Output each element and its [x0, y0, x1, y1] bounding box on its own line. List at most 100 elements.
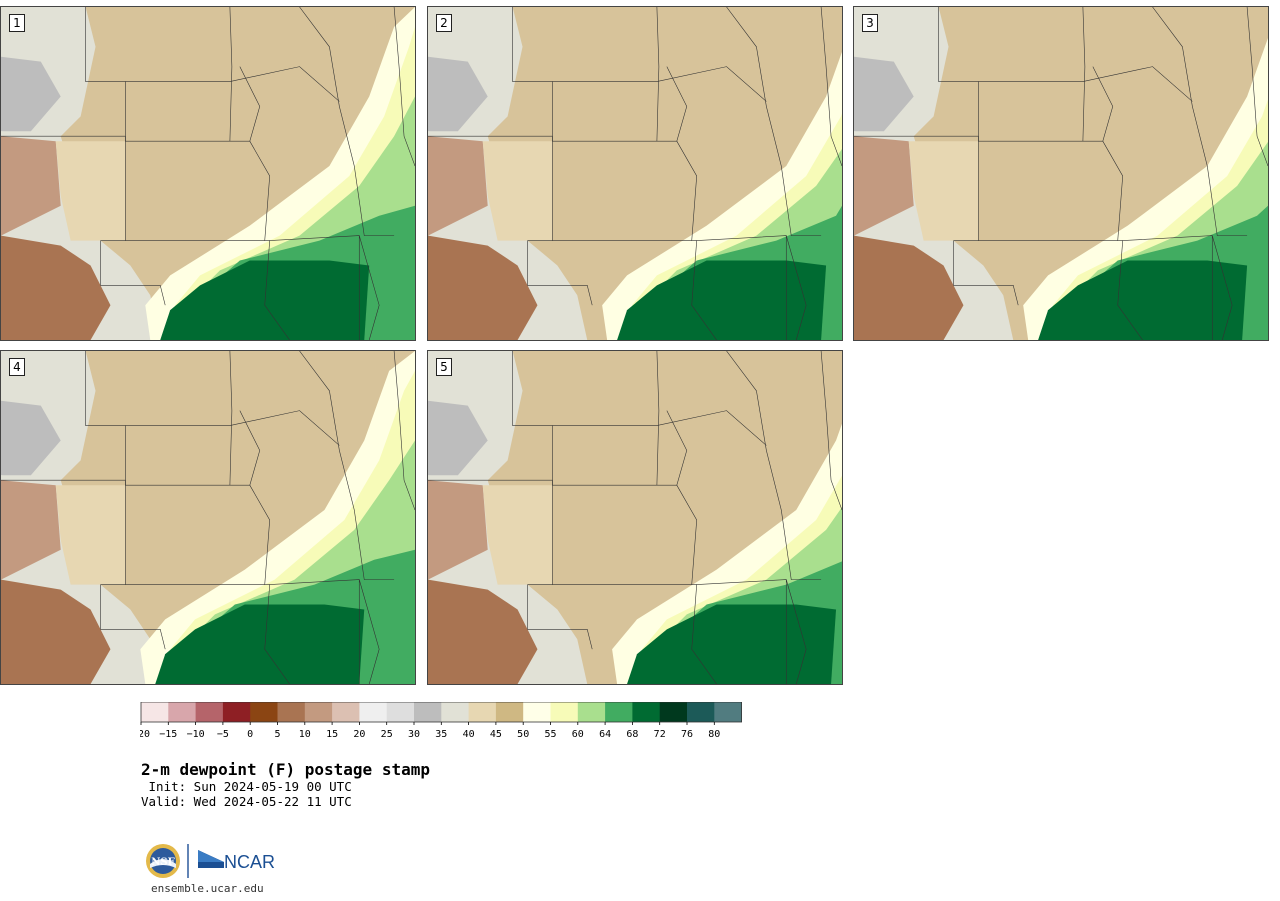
colorbar-swatch: [523, 702, 551, 722]
state-boundary: [676, 141, 698, 241]
state-boundary: [785, 579, 807, 684]
colorbar-swatch: [632, 702, 661, 722]
colorbar-swatch: [495, 702, 524, 722]
colorbar-tick-label: −20: [140, 729, 150, 740]
state-boundary: [552, 66, 767, 102]
colorbar-tick-label: 0: [247, 729, 253, 740]
init-time: Init: Sun 2024-05-19 00 UTC: [141, 779, 352, 794]
colorbar-tick-label: 45: [490, 729, 502, 740]
map-panel-3: 3: [853, 6, 1269, 341]
colorbar-swatch: [687, 702, 715, 722]
state-boundary: [299, 351, 395, 580]
state-boundary: [428, 135, 553, 241]
region-light-tan: [908, 141, 979, 241]
map-panel-1: 1: [0, 6, 416, 341]
colorbar-tick-label: 80: [708, 729, 720, 740]
state-boundary: [1246, 7, 1268, 167]
state-boundary: [1152, 7, 1248, 236]
colorbar-tick-label: 76: [681, 729, 693, 740]
state-boundary: [820, 7, 842, 167]
colorbar-swatch: [414, 702, 442, 722]
valid-time: Valid: Wed 2024-05-22 11 UTC: [141, 794, 352, 809]
colorbar-tick-label: 30: [408, 729, 420, 740]
state-boundary: [125, 584, 290, 684]
ncar-logo-text: NCAR: [224, 852, 275, 872]
colorbar-swatch: [550, 702, 579, 722]
colorbar-tick-label: 20: [353, 729, 365, 740]
colorbar-swatch: [332, 702, 360, 722]
colorbar-swatch: [468, 702, 497, 722]
colorbar-tick-label: 40: [463, 729, 475, 740]
dewpoint-map-4: [1, 351, 415, 684]
state-boundary: [229, 351, 233, 486]
state-boundary: [358, 235, 380, 340]
region-rose: [1, 136, 61, 236]
state-boundary: [1211, 235, 1233, 340]
colorbar-tick-label: 35: [435, 729, 447, 740]
state-boundary: [125, 410, 340, 446]
state-boundary: [100, 240, 166, 306]
panel-number-2: 2: [436, 14, 452, 32]
region-light-tan: [482, 141, 553, 241]
colorbar-tick-label: 55: [544, 729, 556, 740]
state-boundary: [726, 7, 822, 236]
region-light-tan: [482, 485, 553, 585]
state-boundary: [820, 351, 842, 511]
panel-number-4: 4: [9, 358, 25, 376]
region-gray: [428, 56, 488, 132]
region-rose: [428, 480, 488, 580]
colorbar-swatch: [277, 702, 306, 722]
state-boundary: [249, 141, 271, 241]
region-rose: [1, 480, 61, 580]
colorbar-swatch: [141, 702, 169, 722]
region-dark-green: [160, 260, 370, 340]
dewpoint-map-5: [428, 351, 842, 684]
state-boundary: [512, 7, 553, 142]
colorbar-swatch: [195, 702, 224, 722]
region-dark-green: [155, 604, 365, 684]
region-gray: [1, 56, 61, 132]
colorbar-swatch: [441, 702, 469, 722]
state-boundary: [249, 485, 271, 585]
state-boundary: [552, 584, 717, 684]
region-dark-green: [617, 260, 827, 340]
site-url: ensemble.ucar.edu: [151, 882, 264, 895]
state-boundary: [656, 351, 660, 486]
state-boundary: [428, 479, 553, 585]
map-panel-2: 2: [427, 6, 843, 341]
state-boundary: [726, 351, 822, 580]
region-light-tan: [55, 141, 126, 241]
state-boundary: [1, 135, 126, 241]
colorbar-tick-label: −5: [217, 729, 229, 740]
region-rose: [428, 136, 488, 236]
colorbar-tick-label: 25: [381, 729, 393, 740]
colorbar-swatch: [250, 702, 278, 722]
state-boundary: [1102, 141, 1124, 241]
caption: 2-m dewpoint (F) postage stamp Init: Sun…: [141, 761, 430, 810]
colorbar-tick-label: −15: [159, 729, 177, 740]
colorbar-swatch: [577, 702, 606, 722]
colorbar-tick-label: 60: [572, 729, 584, 740]
state-boundary: [125, 66, 340, 102]
region-dark-green: [627, 604, 837, 684]
state-boundary: [393, 351, 415, 511]
ncar-logo: NCAR: [198, 850, 275, 872]
colorbar-tick-label: 72: [654, 729, 666, 740]
logos: NSF NCAR: [146, 844, 275, 878]
nsf-logo-text: NSF: [151, 857, 174, 868]
region-dark-green: [1038, 260, 1248, 340]
state-boundary: [552, 410, 767, 446]
state-boundary: [100, 584, 166, 650]
state-boundary: [85, 351, 126, 486]
state-boundary: [854, 135, 979, 241]
region-brown: [428, 579, 538, 684]
map-panel-4: 4: [0, 350, 416, 685]
map-panel-5: 5: [427, 350, 843, 685]
state-boundary: [299, 7, 395, 236]
state-boundary: [953, 240, 1019, 306]
nsf-logo: NSF: [146, 844, 180, 878]
colorbar-tick-label: 64: [599, 729, 611, 740]
dewpoint-map-1: [1, 7, 415, 340]
state-boundary: [358, 579, 380, 684]
state-boundary: [393, 7, 415, 167]
